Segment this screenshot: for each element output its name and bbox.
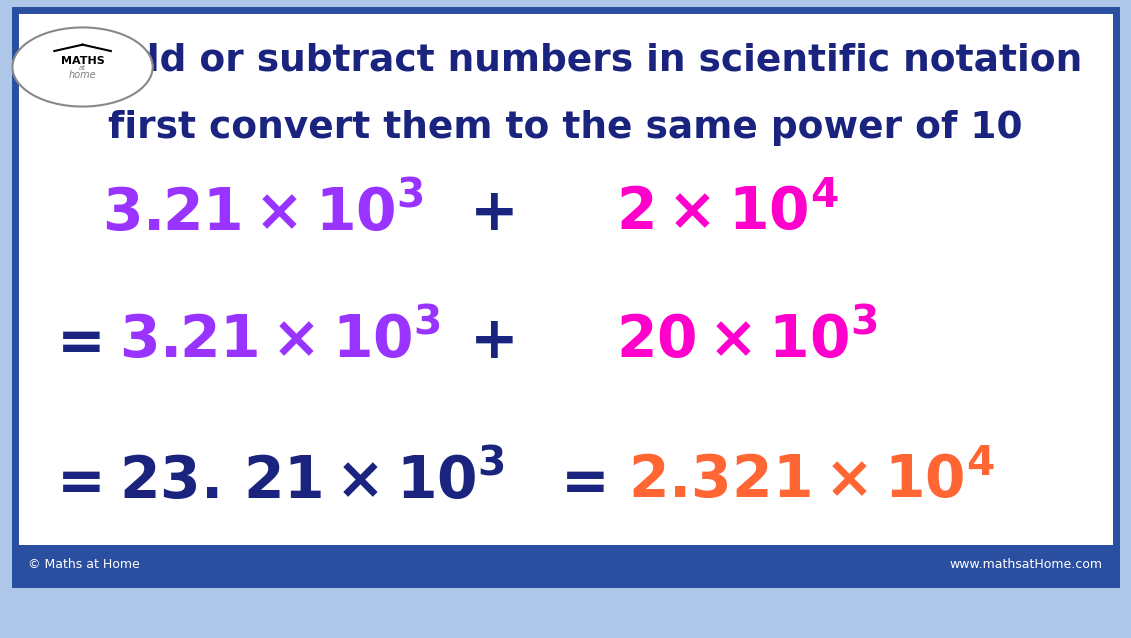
Text: first convert them to the same power of 10: first convert them to the same power of … bbox=[109, 110, 1022, 145]
Text: $\mathbf{3.21 \times 10^{3}}$: $\mathbf{3.21 \times 10^{3}}$ bbox=[119, 312, 441, 371]
Text: $\mathbf{2.321 \times 10^{4}}$: $\mathbf{2.321 \times 10^{4}}$ bbox=[628, 453, 994, 510]
Text: To add or subtract numbers in scientific notation: To add or subtract numbers in scientific… bbox=[49, 43, 1082, 78]
Text: $\mathbf{=}$: $\mathbf{=}$ bbox=[549, 453, 605, 510]
Text: $\mathbf{=}$: $\mathbf{=}$ bbox=[45, 313, 102, 370]
Text: © Maths at Home: © Maths at Home bbox=[28, 558, 140, 571]
Text: www.mathsatHome.com: www.mathsatHome.com bbox=[950, 558, 1103, 571]
Text: $\mathbf{2 \times 10^{4}}$: $\mathbf{2 \times 10^{4}}$ bbox=[616, 185, 839, 242]
Text: $\mathbf{=}$: $\mathbf{=}$ bbox=[45, 453, 102, 510]
Text: $\mathbf{23.\,21 \times 10^{3}}$: $\mathbf{23.\,21 \times 10^{3}}$ bbox=[119, 452, 504, 511]
Text: $\mathbf{3.21 \times 10^{3}}$: $\mathbf{3.21 \times 10^{3}}$ bbox=[102, 184, 424, 243]
Text: home: home bbox=[69, 70, 96, 80]
Text: MATHS: MATHS bbox=[61, 56, 104, 66]
Text: $\mathbf{+}$: $\mathbf{+}$ bbox=[469, 313, 513, 370]
Text: $\mathbf{20 \times 10^{3}}$: $\mathbf{20 \times 10^{3}}$ bbox=[616, 312, 878, 371]
Text: at: at bbox=[79, 65, 86, 71]
Text: $\mathbf{+}$: $\mathbf{+}$ bbox=[469, 185, 513, 242]
